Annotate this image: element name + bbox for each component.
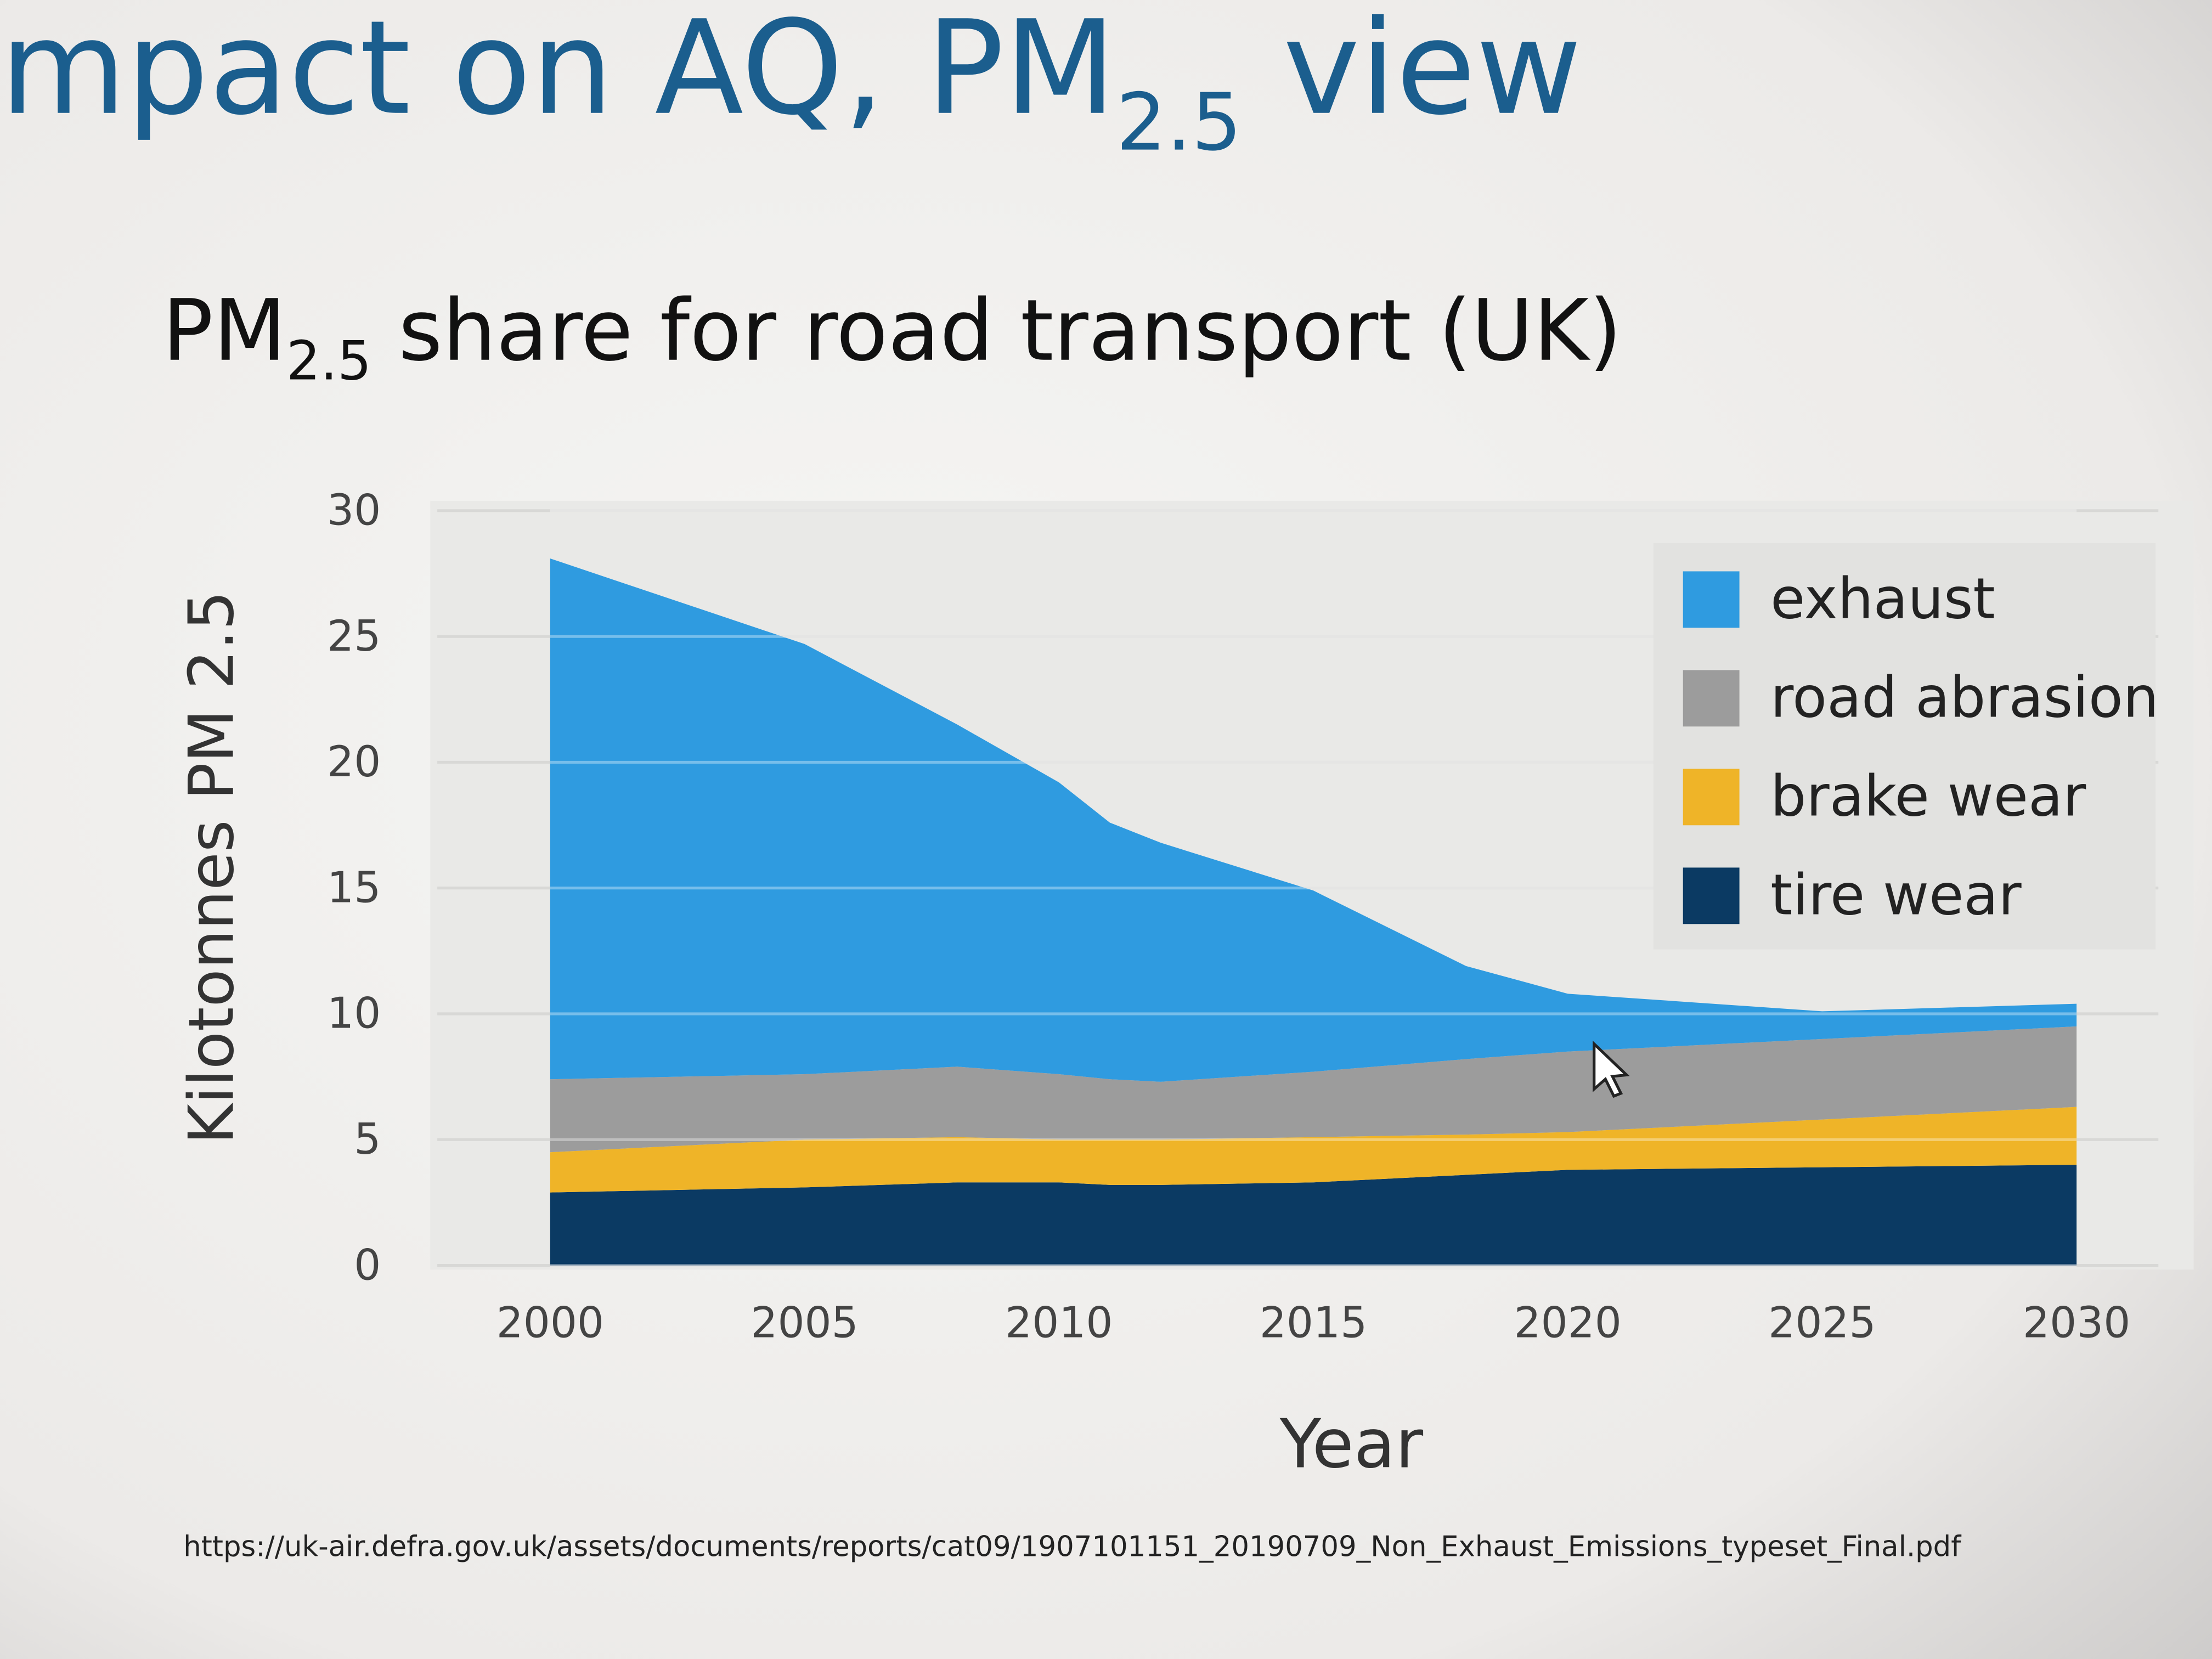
- chart-title-subscript: 2.5: [286, 330, 371, 393]
- slide-title-subscript: 2.5: [1116, 76, 1242, 168]
- legend-label: brake wear: [1770, 764, 2086, 829]
- legend-label: exhaust: [1770, 566, 1995, 631]
- y-tick-label: 15: [327, 863, 381, 912]
- source-link: https://uk-air.defra.gov.uk/assets/docum…: [183, 1530, 1962, 1563]
- slide-title-suffix: view: [1242, 0, 1582, 144]
- y-tick-label: 20: [327, 737, 381, 787]
- y-tick-label: 5: [354, 1115, 381, 1164]
- slide-title-text: mpact on AQ, PM: [0, 0, 1116, 144]
- legend: exhaust road abrasion brake wear tire wear: [1653, 543, 2159, 950]
- x-tick-label: 2010: [1005, 1299, 1113, 1348]
- y-axis-label: Kilotonnes PM 2.5: [175, 591, 247, 1144]
- chart-title-text: PM: [162, 282, 286, 380]
- x-tick-label: 2030: [2023, 1299, 2130, 1348]
- y-tick-label: 10: [327, 989, 381, 1039]
- legend-swatch: [1683, 769, 1740, 826]
- legend-swatch: [1683, 571, 1740, 628]
- x-axis-label: Year: [1279, 1404, 1424, 1483]
- x-tick-label: 2015: [1260, 1299, 1367, 1348]
- y-tick-label: 25: [327, 612, 381, 661]
- chart-title-suffix: share for road transport (UK): [371, 282, 1622, 380]
- area: [550, 1107, 2077, 1193]
- area: [550, 1165, 2077, 1266]
- slide-title: mpact on AQ, PM2.5 view: [0, 0, 1582, 168]
- area: [550, 558, 2077, 1082]
- legend-swatch: [1683, 867, 1740, 924]
- y-tick-label: 0: [354, 1240, 381, 1290]
- legend-label: tire wear: [1770, 862, 2022, 928]
- mouse-cursor: [1593, 1040, 1630, 1098]
- x-tick-label: 2000: [496, 1299, 604, 1348]
- legend-swatch: [1683, 670, 1740, 727]
- legend-label: road abrasion: [1770, 665, 2159, 730]
- y-tick-label: 30: [327, 486, 381, 535]
- x-tick-label: 2020: [1514, 1299, 1622, 1348]
- chart-title: PM2.5 share for road transport (UK): [162, 282, 1622, 393]
- x-tick-label: 2005: [751, 1299, 858, 1348]
- area: [550, 1026, 2077, 1153]
- x-tick-label: 2025: [1768, 1299, 1876, 1348]
